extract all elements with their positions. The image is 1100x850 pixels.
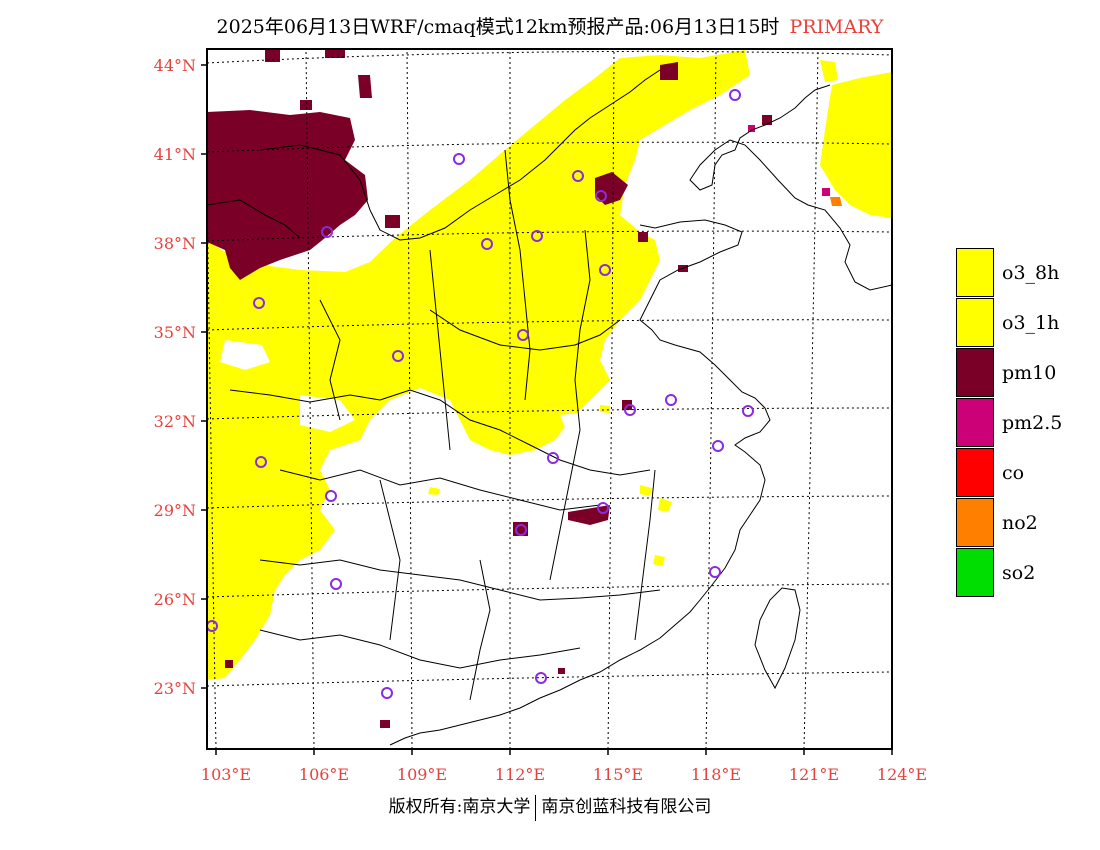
legend-swatch: [956, 248, 994, 297]
axis-ticks: [201, 64, 893, 755]
lon-label: 115°E: [592, 765, 644, 784]
station-marker: [712, 440, 724, 452]
station-marker: [255, 456, 267, 468]
lon-label: 121°E: [788, 765, 840, 784]
map-title-text: 2025年06月13日WRF/cmaq模式12km预报产品:06月13日15时: [216, 16, 780, 38]
station-marker: [624, 404, 636, 416]
copyright-left: 版权所有:南京大学: [388, 797, 531, 817]
lon-label: 118°E: [690, 765, 742, 784]
map-frame: [206, 48, 893, 750]
lat-label: 44°N: [153, 56, 196, 75]
station-marker: [321, 226, 333, 238]
primary-tag: PRIMARY: [789, 16, 884, 38]
o3-coverage: [207, 50, 892, 680]
station-marker: [531, 230, 543, 242]
graticule: [207, 49, 892, 749]
lon-label: 109°E: [396, 765, 448, 784]
station-marker: [381, 687, 393, 699]
pm25-areas: [748, 125, 830, 196]
station-marker: [665, 394, 677, 406]
no2-areas: [830, 197, 842, 206]
legend-label: no2: [1002, 512, 1038, 534]
station-marker: [207, 620, 218, 632]
station-marker: [535, 672, 547, 684]
legend-label: so2: [1002, 562, 1036, 584]
lat-label: 38°N: [153, 234, 196, 253]
station-marker: [572, 170, 584, 182]
legend-label: pm2.5: [1002, 412, 1063, 434]
map-title: 2025年06月13日WRF/cmaq模式12km预报产品:06月13日15时 P…: [0, 12, 1100, 39]
lat-label: 32°N: [153, 412, 196, 431]
legend-swatch: [956, 498, 994, 547]
lat-label: 23°N: [153, 679, 196, 698]
legend-swatch: [956, 298, 994, 347]
boundaries: [207, 69, 892, 746]
station-marker: [742, 405, 754, 417]
legend-label: pm10: [1002, 362, 1057, 384]
legend-swatch: [956, 398, 994, 447]
station-marker: [729, 89, 741, 101]
copyright-footer: 版权所有:南京大学 南京创蓝科技有限公司: [0, 792, 1100, 821]
station-marker: [597, 502, 609, 514]
legend-swatch: [956, 548, 994, 597]
station-marker: [392, 350, 404, 362]
copyright-right: 南京创蓝科技有限公司: [541, 797, 712, 817]
station-marker: [253, 297, 265, 309]
station-marker: [515, 524, 527, 536]
station-marker: [599, 264, 611, 276]
station-marker: [481, 238, 493, 250]
footer-separator: [535, 794, 537, 821]
station-marker: [325, 490, 337, 502]
station-marker: [453, 153, 465, 165]
station-markers: [207, 89, 754, 699]
lat-label: 29°N: [153, 501, 196, 520]
legend-label: o3_1h: [1002, 312, 1060, 334]
lon-label: 112°E: [494, 765, 546, 784]
lon-label: 106°E: [298, 765, 350, 784]
station-marker: [517, 329, 529, 341]
legend-swatch: [956, 448, 994, 497]
pm10-areas: [207, 50, 772, 728]
lon-label: 124°E: [876, 765, 928, 784]
lat-label: 26°N: [153, 590, 196, 609]
lat-label: 35°N: [153, 323, 196, 342]
lat-label: 41°N: [153, 145, 196, 164]
legend-swatch: [956, 348, 994, 397]
legend-label: o3_8h: [1002, 262, 1060, 284]
clear-areas: [220, 340, 592, 440]
station-marker: [547, 452, 559, 464]
station-marker: [330, 578, 342, 590]
station-marker: [709, 566, 721, 578]
lon-label: 103°E: [200, 765, 252, 784]
station-marker: [595, 190, 607, 202]
legend-label: co: [1002, 462, 1025, 484]
